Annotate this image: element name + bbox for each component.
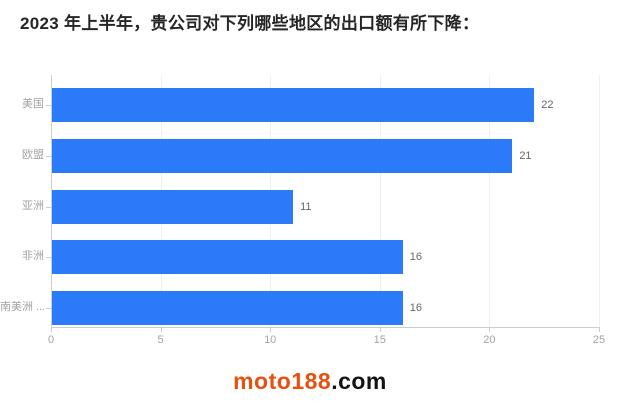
- page-title: 2023 年上半年，贵公司对下列哪些地区的出口额有所下降：: [20, 14, 480, 33]
- x-tick-label: 5: [157, 334, 164, 346]
- x-axis-tick: [51, 327, 52, 332]
- watermark-suffix: .com: [331, 368, 387, 394]
- x-tick-label: 15: [373, 334, 386, 346]
- watermark-brand: moto188: [233, 368, 332, 394]
- bar-value-label: 16: [409, 251, 422, 264]
- gridline: [379, 75, 381, 327]
- x-tick-label: 20: [483, 334, 496, 346]
- x-axis-tick: [270, 327, 272, 332]
- bar: [52, 88, 535, 122]
- x-axis-line: [51, 327, 600, 328]
- x-axis-tick: [489, 327, 491, 332]
- x-tick-label: 0: [47, 334, 55, 346]
- category-label: 美国: [22, 98, 44, 110]
- gridline: [489, 75, 491, 327]
- bar: [52, 240, 403, 275]
- y-axis-tick: [46, 257, 51, 258]
- category-label: 亚洲: [22, 199, 44, 212]
- category-label: 欧盟: [22, 148, 44, 161]
- y-axis-tick: [46, 156, 51, 157]
- y-axis-tick: [46, 207, 51, 208]
- y-axis-tick: [46, 308, 51, 309]
- bar-value-label: 16: [409, 302, 422, 314]
- bar: [52, 189, 294, 224]
- y-axis-line: [51, 75, 52, 327]
- x-axis-tick: [160, 327, 162, 332]
- x-axis-tick: [379, 327, 381, 332]
- x-tick-label: 25: [592, 334, 606, 346]
- watermark: moto188.com: [0, 367, 620, 395]
- x-axis-tick: [599, 327, 600, 332]
- y-axis-tick: [46, 105, 51, 106]
- bar: [52, 138, 513, 173]
- bar-value-label: 21: [519, 149, 532, 162]
- category-label: 南美洲 ...: [0, 301, 44, 313]
- bar: [52, 291, 403, 325]
- category-label: 非洲: [22, 250, 44, 263]
- x-tick-label: 10: [264, 334, 277, 346]
- bar-value-label: 22: [541, 99, 554, 111]
- gridline: [599, 75, 600, 327]
- bar-value-label: 11: [300, 200, 312, 213]
